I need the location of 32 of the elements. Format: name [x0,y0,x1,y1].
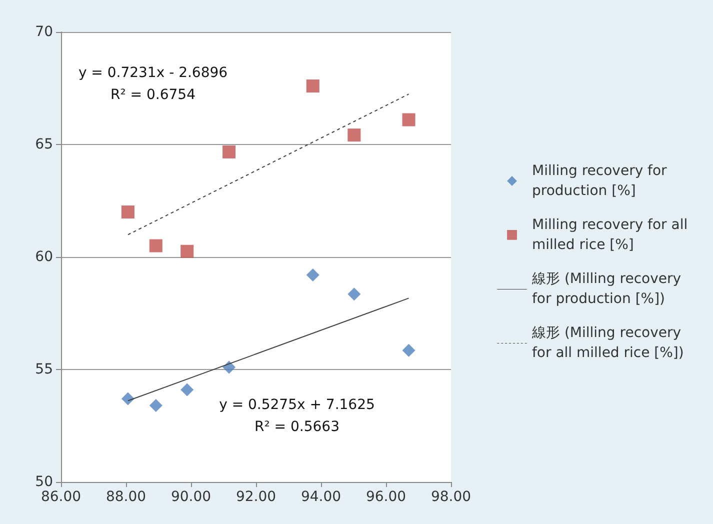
point [180,383,194,396]
point [222,145,236,158]
legend-label: 線形 (Milling recovery for all milled rice [%]) [531,325,686,361]
point [348,288,361,301]
annotation: y = 0.5275x + 7.1625 R² = 0.5663 [219,397,375,435]
point [348,128,361,142]
point [180,244,194,258]
x-tick-label: 86.00 [40,489,82,505]
legend-label: Milling recovery for production [%] [532,163,672,199]
point [149,399,162,412]
legend-label: Milling recovery for all milled rice [%] [532,217,692,253]
x-tick-label: 92.00 [236,489,276,505]
y-tick-label: 60 [35,249,53,265]
x-tick-label: 96.00 [366,489,406,505]
y-tick-label: 50 [35,474,53,490]
x-tick-label: 98.00 [430,489,472,505]
x-tick-label: 88.00 [106,489,146,505]
annotation: y = 0.7231x - 2.6896 R² = 0.6754 [78,65,228,103]
y-tick-label: 65 [35,136,53,152]
point [222,360,236,374]
point [306,268,320,282]
point [149,239,162,252]
y-tick-label: 70 [35,24,53,40]
x-tick-label: 90.00 [170,489,212,505]
point [121,392,134,406]
point [306,80,320,92]
legend-label: 線形 (Milling recovery for production [%]) [531,271,686,307]
point [402,344,416,357]
y-tick-label: 55 [35,362,53,378]
point [402,113,416,126]
point [121,206,134,218]
x-tick-label: 94.00 [300,489,342,505]
